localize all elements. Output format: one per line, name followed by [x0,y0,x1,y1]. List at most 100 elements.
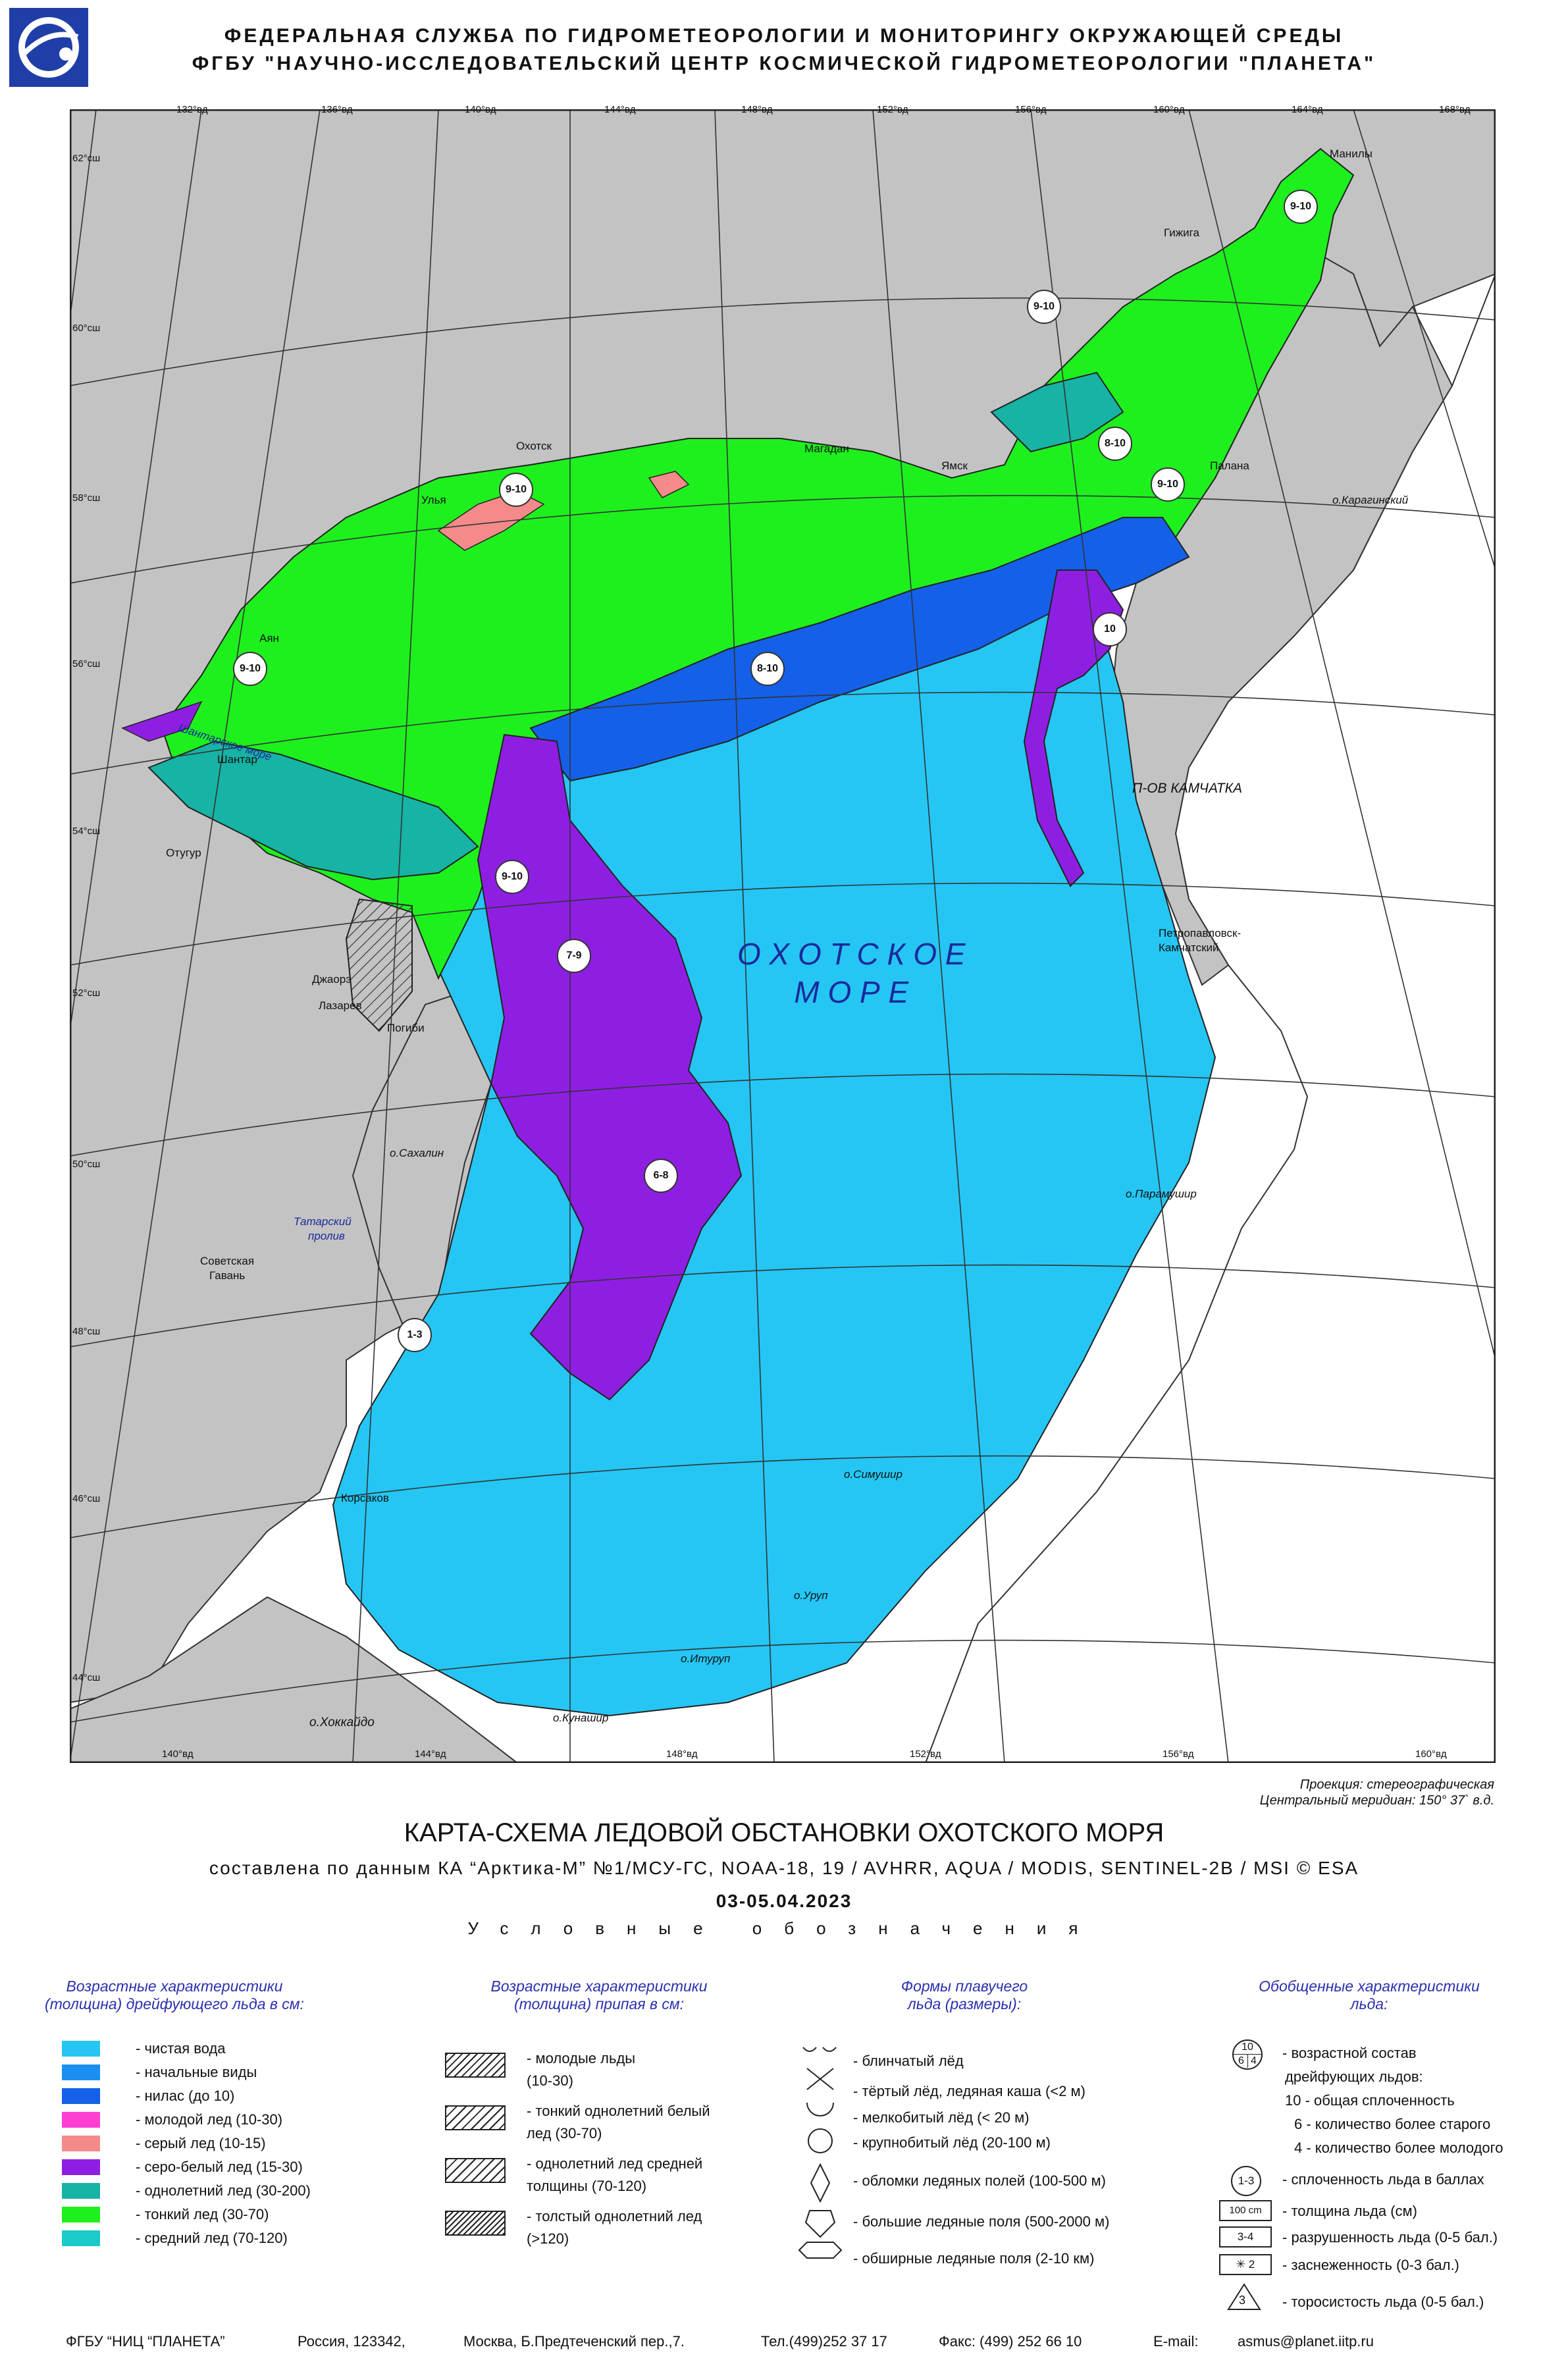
lat-52: 52°сш [72,987,101,999]
legend-hatch [445,2158,506,2183]
footer-country: Россия, 123342, [298,2333,405,2350]
lon-top-152: 152°вд [877,104,908,115]
ice-label-palana: 9-10 [1151,467,1185,502]
lon-top-140: 140°вд [465,104,496,115]
legend-hatch-label: толщины (70-120) [527,2178,647,2194]
vast-floe-icon [798,2242,843,2259]
place-paramushir: о.Парамушир [1126,1188,1197,1200]
ice-label-yamsk: 8-10 [1098,427,1132,461]
lon-top-160: 160°вд [1153,104,1185,115]
legend-ice-form-label: - блинчатый лёд [853,2053,964,2069]
legend-swatch-label: - тонкий лед (30-70) [136,2206,269,2222]
place-ulya: Улья [421,494,446,506]
legend-swatch-label: - чистая вода [136,2040,226,2057]
legend-char-label: - сплоченность льда в баллах [1282,2171,1484,2188]
legend-title: Условные обозначения [467,1918,1101,1938]
header-line-1: ФЕДЕРАЛЬНАЯ СЛУЖБА ПО ГИДРОМЕТЕОРОЛОГИИ … [224,25,1344,47]
legend-char-label: 10 - общая сплоченность [1285,2092,1455,2109]
legend-hatch [445,2211,506,2236]
lon-bottom-148: 148°вд [666,1748,698,1760]
lon-top-164: 164°вд [1292,104,1323,115]
sea-name-line-2: М О Р Е [794,975,909,1009]
lat-58: 58°сш [72,492,101,504]
legend-ice-form-label: - обширные ледяные поля (2-10 км) [853,2250,1095,2267]
legend-col2-head: Возрастные характеристики (толщина) прип… [448,1978,750,2013]
legend-swatch-label: - однолетний лед (30-200) [136,2182,311,2199]
ridging-symbol-value: 3 [1239,2294,1246,2307]
lon-top-144: 144°вд [604,104,636,115]
footer-email-label: E-mail: [1153,2333,1199,2350]
ice-label-okhotsk: 9-10 [499,473,533,507]
legend-col1-head: Возрастные характеристики (толщина) дрей… [26,1978,323,2013]
footer-email[interactable]: asmus@planet.iitp.ru [1238,2333,1374,2350]
egg-bottom-left: 6 [1236,2055,1248,2068]
brash-ice-icon [806,2068,834,2090]
thickness-symbol: 100 cm [1219,2200,1272,2221]
lat-56: 56°сш [72,658,101,670]
place-pogibi: Погиби [387,1022,425,1034]
legend-ice-form-label: - мелкобитый лёд (< 20 м) [853,2109,1030,2126]
decay-symbol: 3-4 [1219,2226,1272,2248]
ice-label-68: 6-8 [644,1159,678,1193]
legend-swatch [62,2230,100,2246]
legend-char-label: - разрушенность льда (0-5 бал.) [1282,2229,1498,2246]
place-tatar-1: Татарский [294,1215,352,1228]
zone-grey-white-west [121,700,203,742]
legend-ice-form-label: - обломки ледяных полей (100-500 м) [853,2172,1106,2189]
lon-bottom-140: 140°вд [162,1748,194,1760]
place-kunashir: о.Кунашир [553,1712,609,1724]
sea-name: О Х О Т С К О Е М О Р Е [737,935,966,1011]
place-kamchatka: П-ОВ КАМЧАТКА [1132,781,1243,796]
legend-hatch-label: (10-30) [527,2072,573,2089]
legend-char-label: дрейфующих льдов: [1285,2068,1423,2085]
place-tatar-2: пролив [308,1230,345,1242]
place-magadan: Магадан [804,442,849,455]
planeta-logo [9,8,88,87]
legend-col3-head-1: Формы плавучего [901,1978,1028,1995]
legend-col3-head: Формы плавучего льда (размеры): [843,1978,1086,2013]
footer-address: Москва, Б.Предтеченский пер.,7. [463,2333,685,2350]
sea-name-line-1: О Х О Т С К О Е [737,937,966,971]
legend-hatch-label: - тонкий однолетний белый [527,2103,710,2119]
legend-col4-head-1: Обобщенные характеристики [1259,1978,1480,1995]
place-shantar: Шантар [217,753,257,766]
place-iturup: о.Итуруп [681,1652,731,1665]
place-ayan: Аян [259,632,279,644]
footer-org: ФГБУ “НИЦ “ПЛАНЕТА” [66,2333,225,2350]
lat-60: 60°сш [72,323,101,334]
legend-hatch-label: - однолетний лед средней [527,2155,703,2172]
lon-bottom-152: 152°вд [910,1748,941,1760]
legend-swatch-label: - нилас (до 10) [136,2088,235,2104]
lat-46: 46°сш [72,1493,101,1504]
legend-swatch [62,2207,100,2222]
ice-label-gizhiga: 9-10 [1027,290,1061,324]
place-otugur: Отугур [166,847,201,859]
ice-label-sakhalin-north: 9-10 [495,860,529,894]
place-sakhalin: о.Сахалин [390,1147,444,1159]
legend-hatch-label: (>120) [527,2230,569,2247]
legend-col4-head-2: льда: [1350,1995,1388,2012]
place-simushir: о.Симушир [844,1468,902,1481]
legend-swatch [62,2064,100,2080]
legend-swatch [62,2088,100,2104]
legend-char-label: - торосистость льда (0-5 бал.) [1282,2294,1484,2310]
big-floe-icon [804,2210,836,2238]
place-yamsk: Ямск [941,460,968,472]
legend-char-label: 6 - количество более старого [1294,2116,1491,2132]
medium-floe-icon [808,2128,833,2153]
ice-label-ayan: 9-10 [233,652,267,686]
place-manily: Манилы [1330,147,1372,160]
legend-hatch [445,2105,506,2130]
snow-symbol: ✳ 2 [1219,2254,1272,2275]
legend-swatch-label: - серый лед (10-15) [136,2135,266,2151]
ice-label-13: 1-3 [398,1318,432,1352]
footer-tel: Тел.(499)252 37 17 [761,2333,887,2350]
small-fragment-icon [810,2163,831,2203]
place-petropavlovsk-2: Камчатский [1159,941,1219,954]
legend-swatch [62,2112,100,2128]
legend-col3-head-2: льда (размеры): [907,1995,1022,2012]
place-urup: о.Уруп [794,1589,828,1602]
legend-swatch [62,2041,100,2057]
ice-map [70,109,1496,1763]
legend-swatch-label: - молодой лед (10-30) [136,2111,283,2128]
